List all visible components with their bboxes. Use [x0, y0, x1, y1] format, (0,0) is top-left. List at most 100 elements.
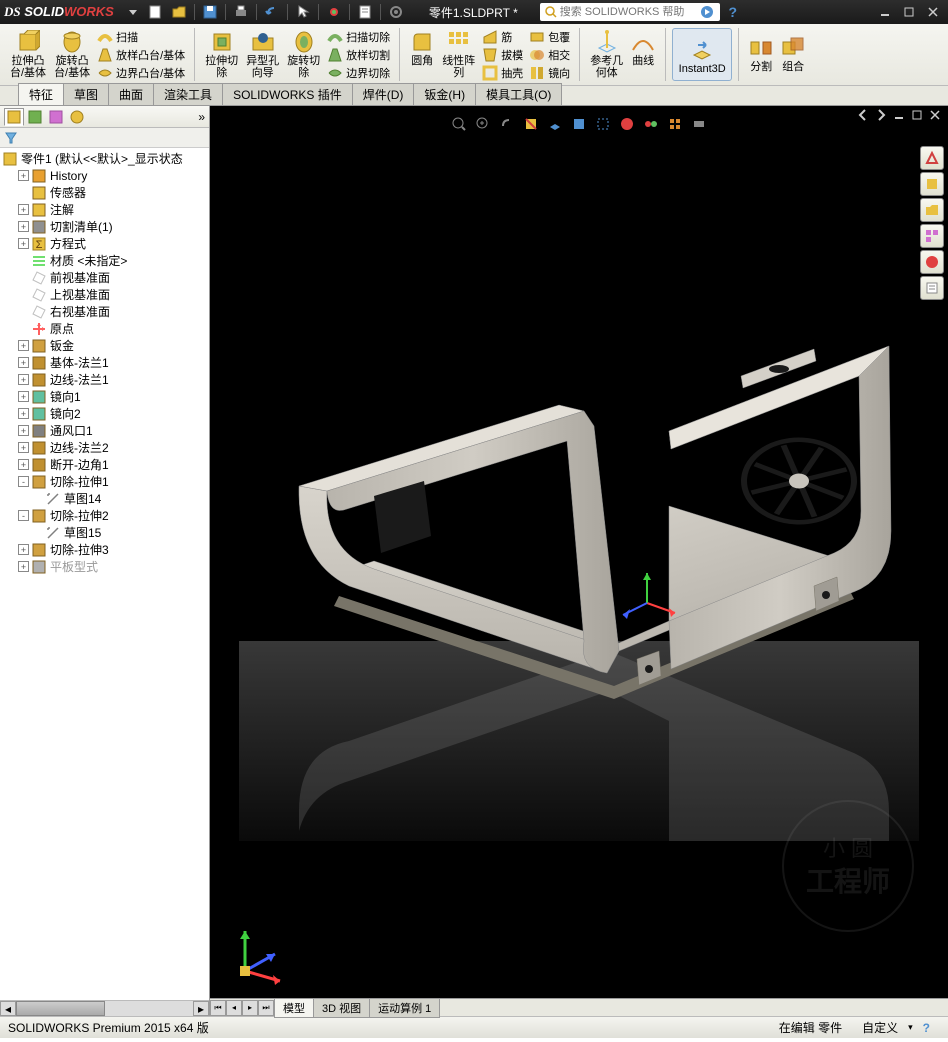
bottom-tab-1[interactable]: 3D 视图 — [313, 998, 370, 1018]
tree-toggle-icon[interactable]: + — [18, 357, 29, 368]
tree-item[interactable]: +History — [0, 167, 209, 184]
vp-prev-icon[interactable] — [856, 108, 870, 125]
bottom-tab-0[interactable]: 模型 — [274, 998, 314, 1018]
tree-toggle-icon[interactable]: + — [18, 170, 29, 181]
fm-expand-button[interactable]: » — [198, 110, 205, 124]
status-custom[interactable]: 自定义 — [862, 1019, 898, 1036]
tree-toggle-icon[interactable]: + — [18, 340, 29, 351]
extrude-boss-button[interactable]: 拉伸凸台/基体 — [6, 28, 50, 82]
search-input[interactable] — [560, 6, 700, 18]
ref-geometry-button[interactable]: 参考几何体 — [586, 28, 627, 81]
scroll-left-button[interactable]: ◂ — [0, 1001, 16, 1016]
tree-item[interactable]: 草图14 — [0, 490, 209, 507]
tree-item[interactable]: +边线-法兰1 — [0, 371, 209, 388]
revolve-cut-button[interactable]: 旋转切除 — [283, 28, 324, 82]
revolve-boss-button[interactable]: 旋转凸台/基体 — [50, 28, 94, 82]
tree-item[interactable]: -切除-拉伸2 — [0, 507, 209, 524]
vp-next-icon[interactable] — [874, 108, 888, 125]
rebuild-button[interactable] — [323, 2, 345, 22]
menu-dropdown[interactable] — [122, 2, 144, 22]
vp-close-icon[interactable] — [928, 108, 942, 125]
tree-item[interactable]: 原点 — [0, 320, 209, 337]
hole-wizard-button[interactable]: 异型孔向导 — [242, 28, 283, 82]
combine-button[interactable]: 组合 — [777, 34, 809, 75]
help-search[interactable] — [540, 3, 720, 21]
custom-props-icon[interactable] — [920, 276, 944, 300]
tree-item[interactable]: 传感器 — [0, 184, 209, 201]
tree-toggle-icon[interactable]: + — [18, 425, 29, 436]
fm-tab-dim[interactable] — [67, 108, 87, 126]
draft-button[interactable]: 拔模 — [479, 46, 526, 64]
intersect-button[interactable]: 相交 — [526, 46, 573, 64]
loft-cut-button[interactable]: 放样切割 — [324, 46, 393, 64]
vp-minimize-icon[interactable] — [892, 108, 906, 125]
search-go-icon[interactable] — [700, 5, 714, 19]
view-triad[interactable] — [230, 916, 300, 986]
fillet-button[interactable]: 圆角 — [406, 28, 438, 82]
sweep-button[interactable]: 扫描 — [94, 28, 188, 46]
maximize-button[interactable] — [898, 2, 920, 22]
curves-button[interactable]: 曲线 — [627, 28, 659, 81]
tree-item[interactable]: +边线-法兰2 — [0, 439, 209, 456]
tab-曲面[interactable]: 曲面 — [108, 83, 154, 105]
tree-toggle-icon[interactable]: - — [18, 510, 29, 521]
section-view-icon[interactable] — [521, 114, 541, 134]
tree-item[interactable]: +镜向1 — [0, 388, 209, 405]
graphics-viewport[interactable]: 小 圆 工程师 ⏮ ◂ ▸ ⏭ 模型3D 视图运动算例 1 — [210, 106, 948, 1016]
fm-tab-property[interactable] — [25, 108, 45, 126]
rib-button[interactable]: 筋 — [479, 28, 526, 46]
scroll-thumb[interactable] — [16, 1001, 105, 1016]
fm-tab-config[interactable] — [46, 108, 66, 126]
tree-toggle-icon[interactable]: + — [18, 544, 29, 555]
fm-filter-bar[interactable] — [0, 128, 209, 148]
tree-toggle-icon[interactable]: + — [18, 561, 29, 572]
sw-resources-icon[interactable] — [920, 146, 944, 170]
tree-item[interactable]: +切割清单(1) — [0, 218, 209, 235]
view-palette-icon[interactable] — [920, 224, 944, 248]
sweep-cut-button[interactable]: 扫描切除 — [324, 28, 393, 46]
extrude-cut-button[interactable]: 拉伸切除 — [201, 28, 242, 82]
tab-草图[interactable]: 草图 — [63, 83, 109, 105]
boundary-cut-button[interactable]: 边界切除 — [324, 64, 393, 82]
btm-next-button[interactable]: ▸ — [242, 1000, 258, 1016]
tab-焊件(D)[interactable]: 焊件(D) — [352, 83, 415, 105]
tree-toggle-icon[interactable]: + — [18, 442, 29, 453]
tree-item[interactable]: 上视基准面 — [0, 286, 209, 303]
status-help-icon[interactable]: ? — [923, 1021, 930, 1035]
tree-item[interactable]: +基体-法兰1 — [0, 354, 209, 371]
file-explorer-icon[interactable] — [920, 198, 944, 222]
tree-item[interactable]: +镜向2 — [0, 405, 209, 422]
minimize-button[interactable] — [874, 2, 896, 22]
split-button[interactable]: 分割 — [745, 34, 777, 75]
design-library-icon[interactable] — [920, 172, 944, 196]
open-button[interactable] — [168, 2, 190, 22]
prev-view-icon[interactable] — [497, 114, 517, 134]
tree-toggle-icon[interactable]: + — [18, 221, 29, 232]
apply-scene-icon[interactable] — [641, 114, 661, 134]
tree-item[interactable]: -切除-拉伸1 — [0, 473, 209, 490]
tab-渲染工具[interactable]: 渲染工具 — [153, 83, 223, 105]
save-button[interactable] — [199, 2, 221, 22]
view-setting-icon[interactable] — [665, 114, 685, 134]
tab-SOLIDWORKS 插件[interactable]: SOLIDWORKS 插件 — [222, 83, 353, 105]
tree-toggle-icon[interactable]: - — [18, 476, 29, 487]
btm-last-button[interactable]: ⏭ — [258, 1000, 274, 1016]
loft-button[interactable]: 放样凸台/基体 — [94, 46, 188, 64]
edit-appearance-icon[interactable] — [617, 114, 637, 134]
new-button[interactable] — [144, 2, 166, 22]
tree-item[interactable]: +平板型式 — [0, 558, 209, 575]
undo-button[interactable] — [261, 2, 283, 22]
instant3d-button[interactable]: Instant3D — [672, 28, 732, 81]
shell-button[interactable]: 抽壳 — [479, 64, 526, 82]
close-button[interactable] — [922, 2, 944, 22]
zoom-area-icon[interactable] — [473, 114, 493, 134]
tree-toggle-icon[interactable]: + — [18, 459, 29, 470]
tree-item[interactable]: +通风口1 — [0, 422, 209, 439]
linear-pattern-button[interactable]: 线性阵列 — [438, 28, 479, 82]
tree-item[interactable]: 前视基准面 — [0, 269, 209, 286]
help-button[interactable]: ? — [722, 2, 744, 22]
view-extra-icon[interactable] — [689, 114, 709, 134]
boundary-button[interactable]: 边界凸台/基体 — [94, 64, 188, 82]
tree-item[interactable]: +Σ方程式 — [0, 235, 209, 252]
tree-toggle-icon[interactable]: + — [18, 391, 29, 402]
